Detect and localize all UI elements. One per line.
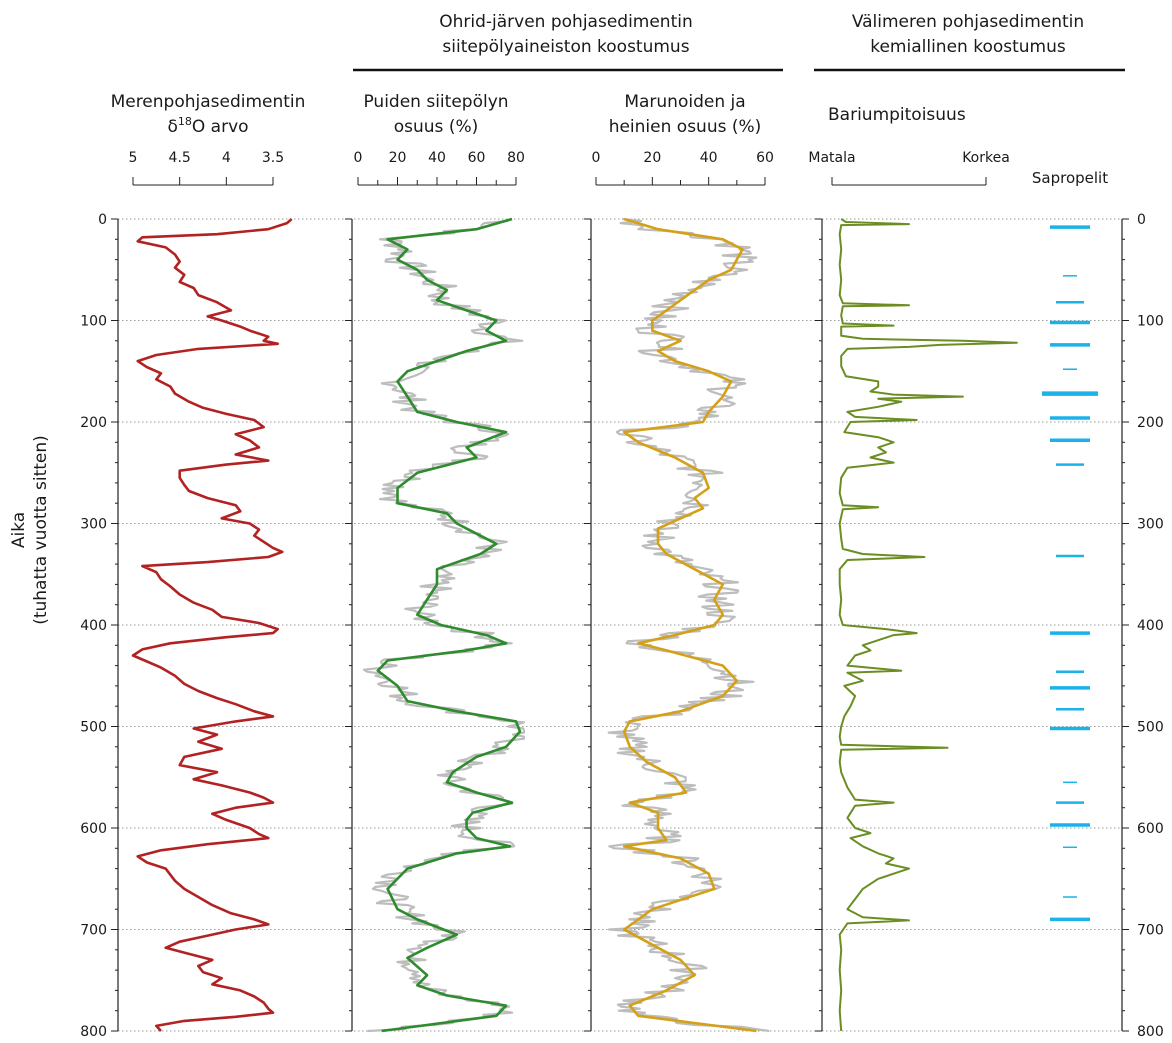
y-axis-title-line2: (tuhatta vuotta sitten) (31, 435, 51, 625)
title-d18o-delta: δ (167, 117, 177, 137)
title-herbs-line1: Marunoiden ja (624, 92, 745, 112)
y-tick-label-left-500: 500 (80, 720, 107, 736)
x-tick-label-trees-0: 0 (354, 150, 363, 166)
y-tick-label-right-500: 500 (1137, 720, 1164, 736)
y-tick-label-left-600: 600 (80, 821, 107, 837)
y-tick-label-right-400: 400 (1137, 618, 1164, 634)
y-tick-label-left-0: 0 (98, 212, 107, 228)
title-d18o-sup: 18 (178, 115, 192, 128)
x-tick-label-d18o-3.5: 3.5 (262, 150, 284, 166)
x-tick-label-barium-high: Korkea (962, 150, 1010, 166)
title-d18o-line1: Merenpohjasedimentin (111, 92, 306, 112)
y-axis-title: Aika (tuhatta vuotta sitten) (9, 435, 51, 625)
grid-layer (118, 218, 1122, 1032)
title-d18o-rest: O arvo (192, 117, 249, 137)
x-axis-barium: Matala Korkea (808, 150, 1010, 186)
title-trees-line1: Puiden siitepölyn (363, 92, 508, 112)
y-tick-label-left-400: 400 (80, 618, 107, 634)
x-axis-herbs: 0 20 40 60 (592, 150, 774, 186)
title-sapropels: Sapropelit (1032, 169, 1108, 187)
x-tick-label-trees-20: 20 (389, 150, 407, 166)
y-tick-label-right-700: 700 (1137, 923, 1164, 939)
x-tick-label-d18o-4: 4 (222, 150, 231, 166)
title-d18o-line2: δ18O arvo (167, 115, 248, 137)
x-tick-label-d18o-5: 5 (129, 150, 138, 166)
y-tick-label-left-100: 100 (80, 314, 107, 330)
group-title-med-line1: Välimeren pohjasedimentin (852, 12, 1084, 32)
y-tick-label-right-0: 0 (1137, 212, 1146, 228)
x-tick-label-herbs-40: 40 (700, 150, 718, 166)
y-tick-label-right-100: 100 (1137, 314, 1164, 330)
title-barium: Bariumpitoisuus (828, 105, 966, 125)
y-tick-label-left-200: 200 (80, 415, 107, 431)
x-tick-label-herbs-20: 20 (643, 150, 661, 166)
y-tick-label-right-600: 600 (1137, 821, 1164, 837)
x-tick-label-trees-80: 80 (507, 150, 525, 166)
y-axis-title-line1: Aika (9, 512, 29, 548)
y-tick-label-right-300: 300 (1137, 517, 1164, 533)
group-title-ohrid-line2: siitepölyaineiston koostumus (442, 37, 689, 57)
y-tick-label-right-200: 200 (1137, 415, 1164, 431)
x-axis-d18o: 5 4.5 4 3.5 (129, 150, 284, 186)
y-tick-label-left-700: 700 (80, 923, 107, 939)
x-tick-label-herbs-60: 60 (756, 150, 774, 166)
title-herbs-line2: heinien osuus (%) (609, 117, 762, 137)
series-layer (131, 217, 1098, 1033)
y-tick-label-right-800: 800 (1137, 1024, 1164, 1040)
y-tick-label-left-800: 800 (80, 1024, 107, 1040)
x-tick-label-herbs-0: 0 (592, 150, 601, 166)
x-tick-label-barium-low: Matala (808, 150, 855, 166)
group-title-ohrid-line1: Ohrid-järven pohjasedimentin (439, 12, 693, 32)
series-line-d18o (131, 218, 293, 1032)
x-axis-trees: 0 20 40 60 80 (354, 150, 525, 186)
x-tick-label-trees-40: 40 (428, 150, 446, 166)
x-tick-label-trees-60: 60 (468, 150, 486, 166)
x-tick-label-d18o-4.5: 4.5 (169, 150, 191, 166)
raw-series-herbs (607, 217, 770, 1033)
group-title-med-line2: kemiallinen koostumus (870, 37, 1066, 57)
y-tick-label-left-300: 300 (80, 517, 107, 533)
title-trees-line2: osuus (%) (394, 117, 479, 137)
axes-layer (111, 218, 1129, 1032)
